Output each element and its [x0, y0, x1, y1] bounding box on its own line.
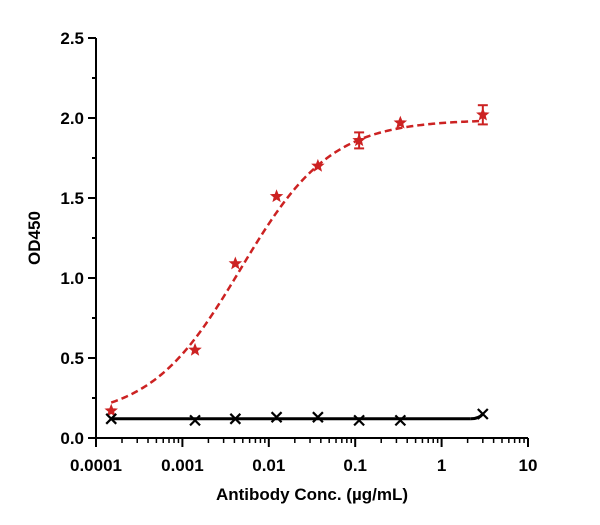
red-star-point [476, 107, 490, 121]
x-marker-stroke [189, 414, 201, 427]
x-marker-stroke [353, 414, 365, 427]
red-star-point [188, 342, 202, 356]
red-star-point [104, 403, 118, 417]
x-marker-stroke [477, 408, 489, 420]
red-star-point [352, 133, 366, 147]
black-x-point [394, 414, 407, 427]
x-tick-label: 0.01 [252, 456, 285, 475]
y-axis-title: OD450 [25, 211, 44, 265]
x-marker-stroke [394, 414, 407, 427]
red-star-point [311, 158, 325, 172]
x-axis-title: Antibody Conc. (µg/mL) [216, 485, 408, 504]
y-tick-label: 0.5 [60, 349, 84, 368]
y-tick-label: 1.5 [60, 189, 84, 208]
x-ticks: 0.0001 0.001 0.01 0.1 1 10 [70, 438, 537, 475]
x-marker-stroke [229, 413, 242, 425]
axes [95, 38, 528, 439]
black-x-point [353, 414, 365, 427]
x-marker-stroke [312, 411, 324, 423]
y-ticks: 0.0 0.5 1.0 1.5 2.0 2.5 [60, 29, 96, 448]
y-tick-label: 2.0 [60, 109, 84, 128]
y-tick-label: 1.0 [60, 269, 84, 288]
plot-area [104, 104, 490, 427]
x-marker-stroke [105, 413, 117, 425]
black-x-point [189, 414, 201, 427]
red-series-fit-curve [110, 119, 483, 404]
black-x-point [270, 411, 283, 423]
red-star-point [228, 256, 243, 270]
black-x-point [312, 411, 324, 423]
black-x-point [477, 408, 489, 420]
y-tick-label: 2.5 [60, 29, 84, 48]
x-tick-label: 10 [519, 456, 538, 475]
black-x-point [229, 413, 242, 425]
x-marker-stroke [270, 411, 283, 423]
red-star-point [269, 189, 284, 203]
x-tick-label: 0.1 [343, 456, 367, 475]
x-tick-label: 1 [437, 456, 446, 475]
x-tick-label: 0.0001 [70, 456, 122, 475]
y-tick-label: 0.0 [60, 429, 84, 448]
x-tick-label: 0.001 [161, 456, 204, 475]
black-x-point [105, 413, 117, 425]
red-star-point [393, 115, 408, 129]
